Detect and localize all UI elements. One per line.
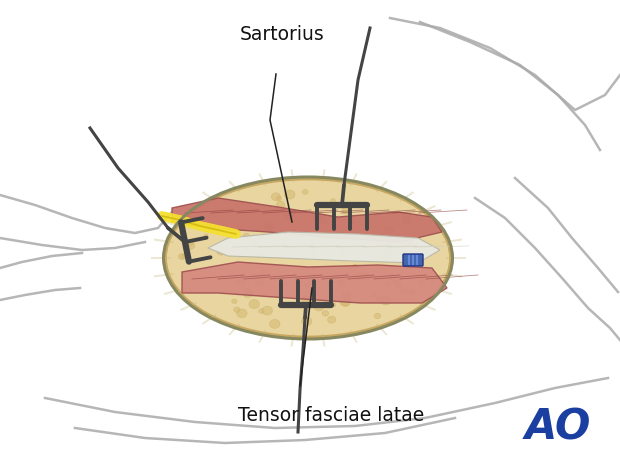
Ellipse shape [277, 201, 285, 208]
Ellipse shape [272, 193, 280, 201]
Ellipse shape [311, 249, 316, 254]
Ellipse shape [332, 228, 336, 231]
Ellipse shape [389, 275, 395, 280]
Ellipse shape [264, 223, 275, 232]
Ellipse shape [342, 291, 352, 299]
Ellipse shape [340, 202, 347, 208]
Ellipse shape [384, 226, 393, 234]
Ellipse shape [355, 272, 365, 281]
Ellipse shape [179, 253, 185, 259]
Ellipse shape [407, 237, 414, 243]
Polygon shape [182, 262, 447, 303]
Ellipse shape [410, 291, 415, 296]
Ellipse shape [249, 300, 259, 308]
Ellipse shape [206, 225, 215, 233]
Ellipse shape [301, 317, 312, 326]
Polygon shape [208, 232, 440, 263]
Ellipse shape [262, 306, 273, 315]
Ellipse shape [322, 310, 329, 316]
Ellipse shape [185, 240, 193, 246]
Ellipse shape [314, 303, 324, 311]
Ellipse shape [320, 218, 327, 224]
Ellipse shape [391, 280, 397, 285]
Ellipse shape [254, 252, 262, 257]
Ellipse shape [166, 179, 451, 337]
Ellipse shape [417, 279, 425, 285]
Ellipse shape [377, 296, 385, 302]
Ellipse shape [236, 278, 246, 285]
Ellipse shape [284, 190, 295, 199]
Ellipse shape [182, 254, 187, 259]
Ellipse shape [304, 283, 310, 288]
Ellipse shape [349, 220, 355, 225]
Ellipse shape [237, 309, 247, 318]
Ellipse shape [313, 212, 323, 221]
Ellipse shape [217, 247, 226, 255]
Ellipse shape [379, 254, 388, 261]
Ellipse shape [342, 207, 350, 214]
Ellipse shape [312, 266, 316, 269]
Ellipse shape [408, 242, 412, 245]
Ellipse shape [270, 319, 280, 328]
Ellipse shape [403, 216, 411, 224]
Ellipse shape [285, 211, 294, 219]
Ellipse shape [259, 308, 264, 313]
Text: Tensor fasciae latae: Tensor fasciae latae [238, 406, 424, 425]
Ellipse shape [252, 241, 257, 245]
Ellipse shape [340, 251, 345, 255]
Ellipse shape [396, 281, 401, 285]
Ellipse shape [374, 313, 381, 319]
Ellipse shape [401, 287, 409, 295]
Ellipse shape [242, 288, 254, 297]
Ellipse shape [386, 247, 393, 254]
Ellipse shape [340, 297, 350, 307]
Ellipse shape [260, 271, 266, 276]
Ellipse shape [303, 190, 308, 194]
Ellipse shape [255, 278, 264, 285]
Ellipse shape [234, 307, 240, 313]
Ellipse shape [337, 279, 342, 283]
Text: Sartorius: Sartorius [240, 25, 325, 44]
Ellipse shape [277, 196, 281, 201]
Ellipse shape [395, 283, 402, 289]
Polygon shape [172, 198, 442, 242]
Ellipse shape [251, 273, 259, 279]
FancyBboxPatch shape [403, 254, 423, 266]
Text: AO: AO [525, 407, 591, 449]
Ellipse shape [327, 316, 336, 323]
Ellipse shape [330, 302, 336, 307]
Ellipse shape [384, 283, 389, 286]
Ellipse shape [353, 264, 358, 268]
Ellipse shape [301, 296, 311, 303]
Ellipse shape [243, 233, 249, 239]
Ellipse shape [330, 199, 335, 202]
Ellipse shape [382, 235, 392, 244]
Ellipse shape [371, 293, 376, 297]
Ellipse shape [339, 280, 347, 286]
Ellipse shape [409, 289, 416, 295]
Ellipse shape [341, 298, 350, 306]
Ellipse shape [381, 296, 391, 305]
Ellipse shape [362, 272, 371, 280]
Ellipse shape [232, 299, 237, 303]
Ellipse shape [186, 242, 195, 249]
Ellipse shape [204, 234, 208, 237]
Ellipse shape [376, 297, 379, 301]
